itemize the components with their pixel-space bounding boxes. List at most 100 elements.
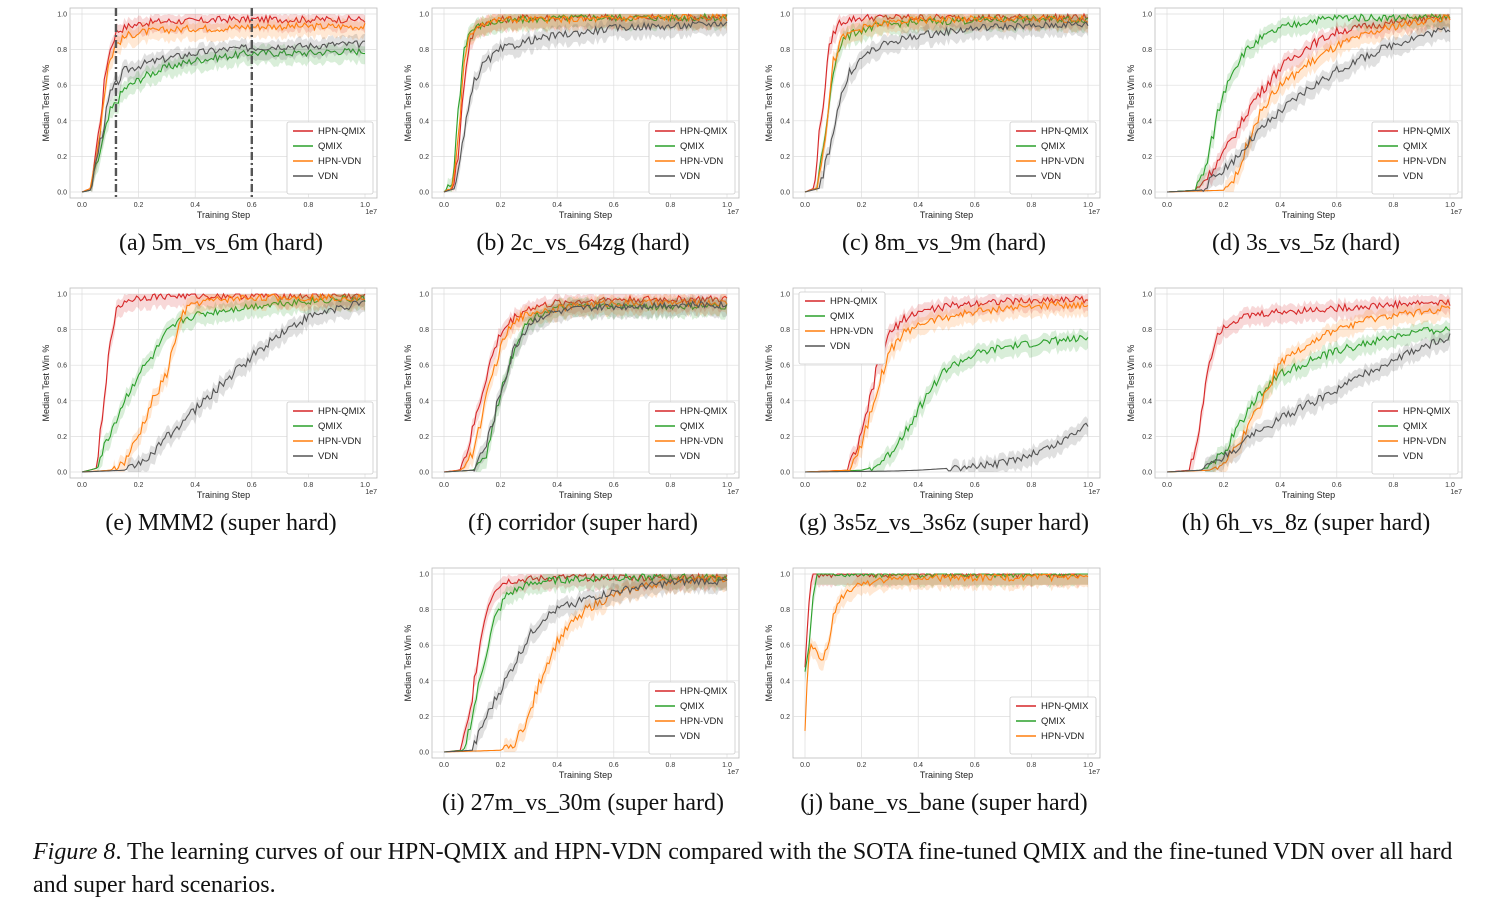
subplot-h: 0.0 0.2 0.4 0.6 0.8 1.0 0.0 0.2 0.4 0.6 0.8 1.0 Trai… (1125, 286, 1487, 554)
x-tick-label: 0.2 (857, 202, 867, 209)
legend: HPN-QMIX QMIX HPN-VDN VDN (1371, 401, 1459, 475)
legend-label: HPN-VDN (1403, 436, 1446, 447)
y-tick-label: 0.0 (780, 470, 790, 477)
figure-caption: Figure 8. The learning curves of our HPN… (33, 836, 1483, 902)
x-tick-label: 0.6 (609, 482, 619, 489)
y-tick-label: 0.8 (780, 607, 790, 614)
subplot-c: 0.0 0.2 0.4 0.6 0.8 1.0 0.0 0.2 0.4 0.6 0.8 1.0 Trai… (763, 6, 1125, 274)
x-tick-label: 1.0 (722, 762, 732, 769)
series-band-vdn (1167, 20, 1450, 192)
y-tick-label: 0.6 (780, 363, 790, 370)
series-band-hpn-qmix (805, 574, 1088, 678)
x-multiplier: 1e7 (1450, 489, 1462, 496)
x-tick-label: 1.0 (1445, 202, 1455, 209)
legend-label: HPN-QMIX (680, 686, 728, 697)
subplot-caption: (i) 27m_vs_30m (super hard) (442, 790, 724, 816)
y-axis-label: Median Test Win % (403, 65, 413, 142)
y-tick-label: 0.4 (1142, 398, 1152, 405)
chart-svg: 0.0 0.2 0.4 0.6 0.8 1.0 0.0 0.2 0.4 0.6 0.8 1.0 Trai… (1126, 7, 1463, 220)
x-tick-label: 0.0 (439, 762, 449, 769)
series-line-vdn (443, 578, 728, 753)
legend-label: HPN-QMIX (680, 406, 728, 417)
x-tick-label: 0.6 (247, 482, 257, 489)
x-tick-label: 0.0 (77, 482, 87, 489)
x-tick-label: 0.2 (134, 482, 144, 489)
series-line-vdn (443, 299, 728, 473)
legend-label: QMIX (1041, 716, 1066, 727)
chart-svg: 0.0 0.2 0.4 0.6 0.8 1.0 0.0 0.2 0.4 0.6 0.8 1.0 Trai… (764, 7, 1101, 220)
subplot-caption: (d) 3s_vs_5z (hard) (1212, 230, 1400, 256)
series-line-hpn-vdn (443, 13, 728, 193)
x-tick-label: 1.0 (360, 482, 370, 489)
series-line-vdn (443, 21, 728, 193)
series-line-hpn-qmix (804, 295, 1089, 473)
y-tick-label: 0.8 (780, 47, 790, 54)
x-tick-label: 1.0 (1445, 482, 1455, 489)
y-axis-label: Median Test Win % (1126, 65, 1136, 142)
x-tick-label: 0.2 (496, 762, 506, 769)
x-multiplier: 1e7 (727, 209, 739, 216)
legend-label: HPN-QMIX (1041, 701, 1089, 712)
x-axis-label: Training Step (920, 770, 973, 780)
x-tick-label: 0.6 (970, 762, 980, 769)
legend-label: VDN (830, 341, 850, 352)
y-tick-label: 1.0 (780, 572, 790, 579)
x-tick-label: 0.6 (970, 482, 980, 489)
legend-label: HPN-VDN (1403, 156, 1446, 167)
x-tick-label: 1.0 (1083, 482, 1093, 489)
series-band-hpn-qmix (444, 14, 727, 192)
y-tick-label: 0.8 (1142, 47, 1152, 54)
x-tick-label: 0.4 (552, 202, 562, 209)
series-line-qmix (81, 47, 366, 193)
y-tick-label: 0.0 (57, 470, 67, 477)
y-tick-label: 0.4 (780, 118, 790, 125)
x-tick-label: 0.4 (190, 482, 200, 489)
y-tick-label: 1.0 (1142, 292, 1152, 299)
x-tick-label: 0.4 (190, 202, 200, 209)
legend-label: QMIX (830, 311, 855, 322)
y-tick-label: 0.8 (57, 47, 67, 54)
x-tick-label: 0.4 (913, 762, 923, 769)
series-band-hpn-vdn (444, 574, 727, 752)
x-tick-label: 0.8 (304, 482, 314, 489)
y-axis-label: Median Test Win % (764, 345, 774, 422)
legend-box (1009, 696, 1097, 755)
y-tick-label: 0.6 (1142, 363, 1152, 370)
legend-label: QMIX (680, 141, 705, 152)
series-band-hpn-vdn (805, 294, 1088, 472)
y-tick-label: 0.6 (419, 363, 429, 370)
x-tick-label: 0.4 (1275, 482, 1285, 489)
y-tick-label: 1.0 (780, 292, 790, 299)
y-tick-label: 0.4 (780, 398, 790, 405)
x-tick-label: 0.2 (857, 482, 867, 489)
x-tick-label: 0.0 (439, 202, 449, 209)
chart-svg: 0.0 0.2 0.4 0.6 0.8 1.0 0.0 0.2 0.4 0.6 0.8 1.0 Trai… (1126, 287, 1463, 500)
series-band-vdn (805, 14, 1088, 192)
y-tick-label: 1.0 (419, 572, 429, 579)
x-tick-label: 0.8 (1027, 202, 1037, 209)
y-tick-label: 0.2 (780, 714, 790, 721)
y-tick-label: 0.0 (780, 190, 790, 197)
legend-label: QMIX (680, 421, 705, 432)
subplot-e: 0.0 0.2 0.4 0.6 0.8 1.0 0.0 0.2 0.4 0.6 0.8 1.0 Trai… (40, 286, 402, 554)
legend-label: HPN-QMIX (318, 406, 366, 417)
series-line-vdn (1166, 26, 1451, 193)
x-tick-label: 0.0 (1162, 482, 1172, 489)
y-tick-label: 0.4 (419, 118, 429, 125)
y-tick-label: 0.6 (780, 643, 790, 650)
series-line-hpn-vdn (1166, 304, 1451, 473)
series-band-vdn (82, 294, 365, 472)
legend-label: HPN-VDN (318, 436, 361, 447)
series-line-hpn-vdn (1166, 14, 1451, 193)
legend-label: HPN-VDN (830, 326, 873, 337)
chart-svg: 0.0 0.2 0.4 0.6 0.8 1.0 0.0 0.2 0.4 0.6 0.8 1.0 Trai… (764, 287, 1101, 500)
series-line-qmix (804, 573, 1088, 672)
subplot-caption: (f) corridor (super hard) (468, 510, 698, 536)
x-tick-label: 1.0 (722, 202, 732, 209)
legend: HPN-QMIX QMIX HPN-VDN VDN (798, 291, 886, 365)
y-tick-label: 0.0 (419, 190, 429, 197)
x-tick-label: 0.0 (77, 202, 87, 209)
x-tick-label: 1.0 (1083, 762, 1093, 769)
x-tick-label: 0.8 (304, 202, 314, 209)
